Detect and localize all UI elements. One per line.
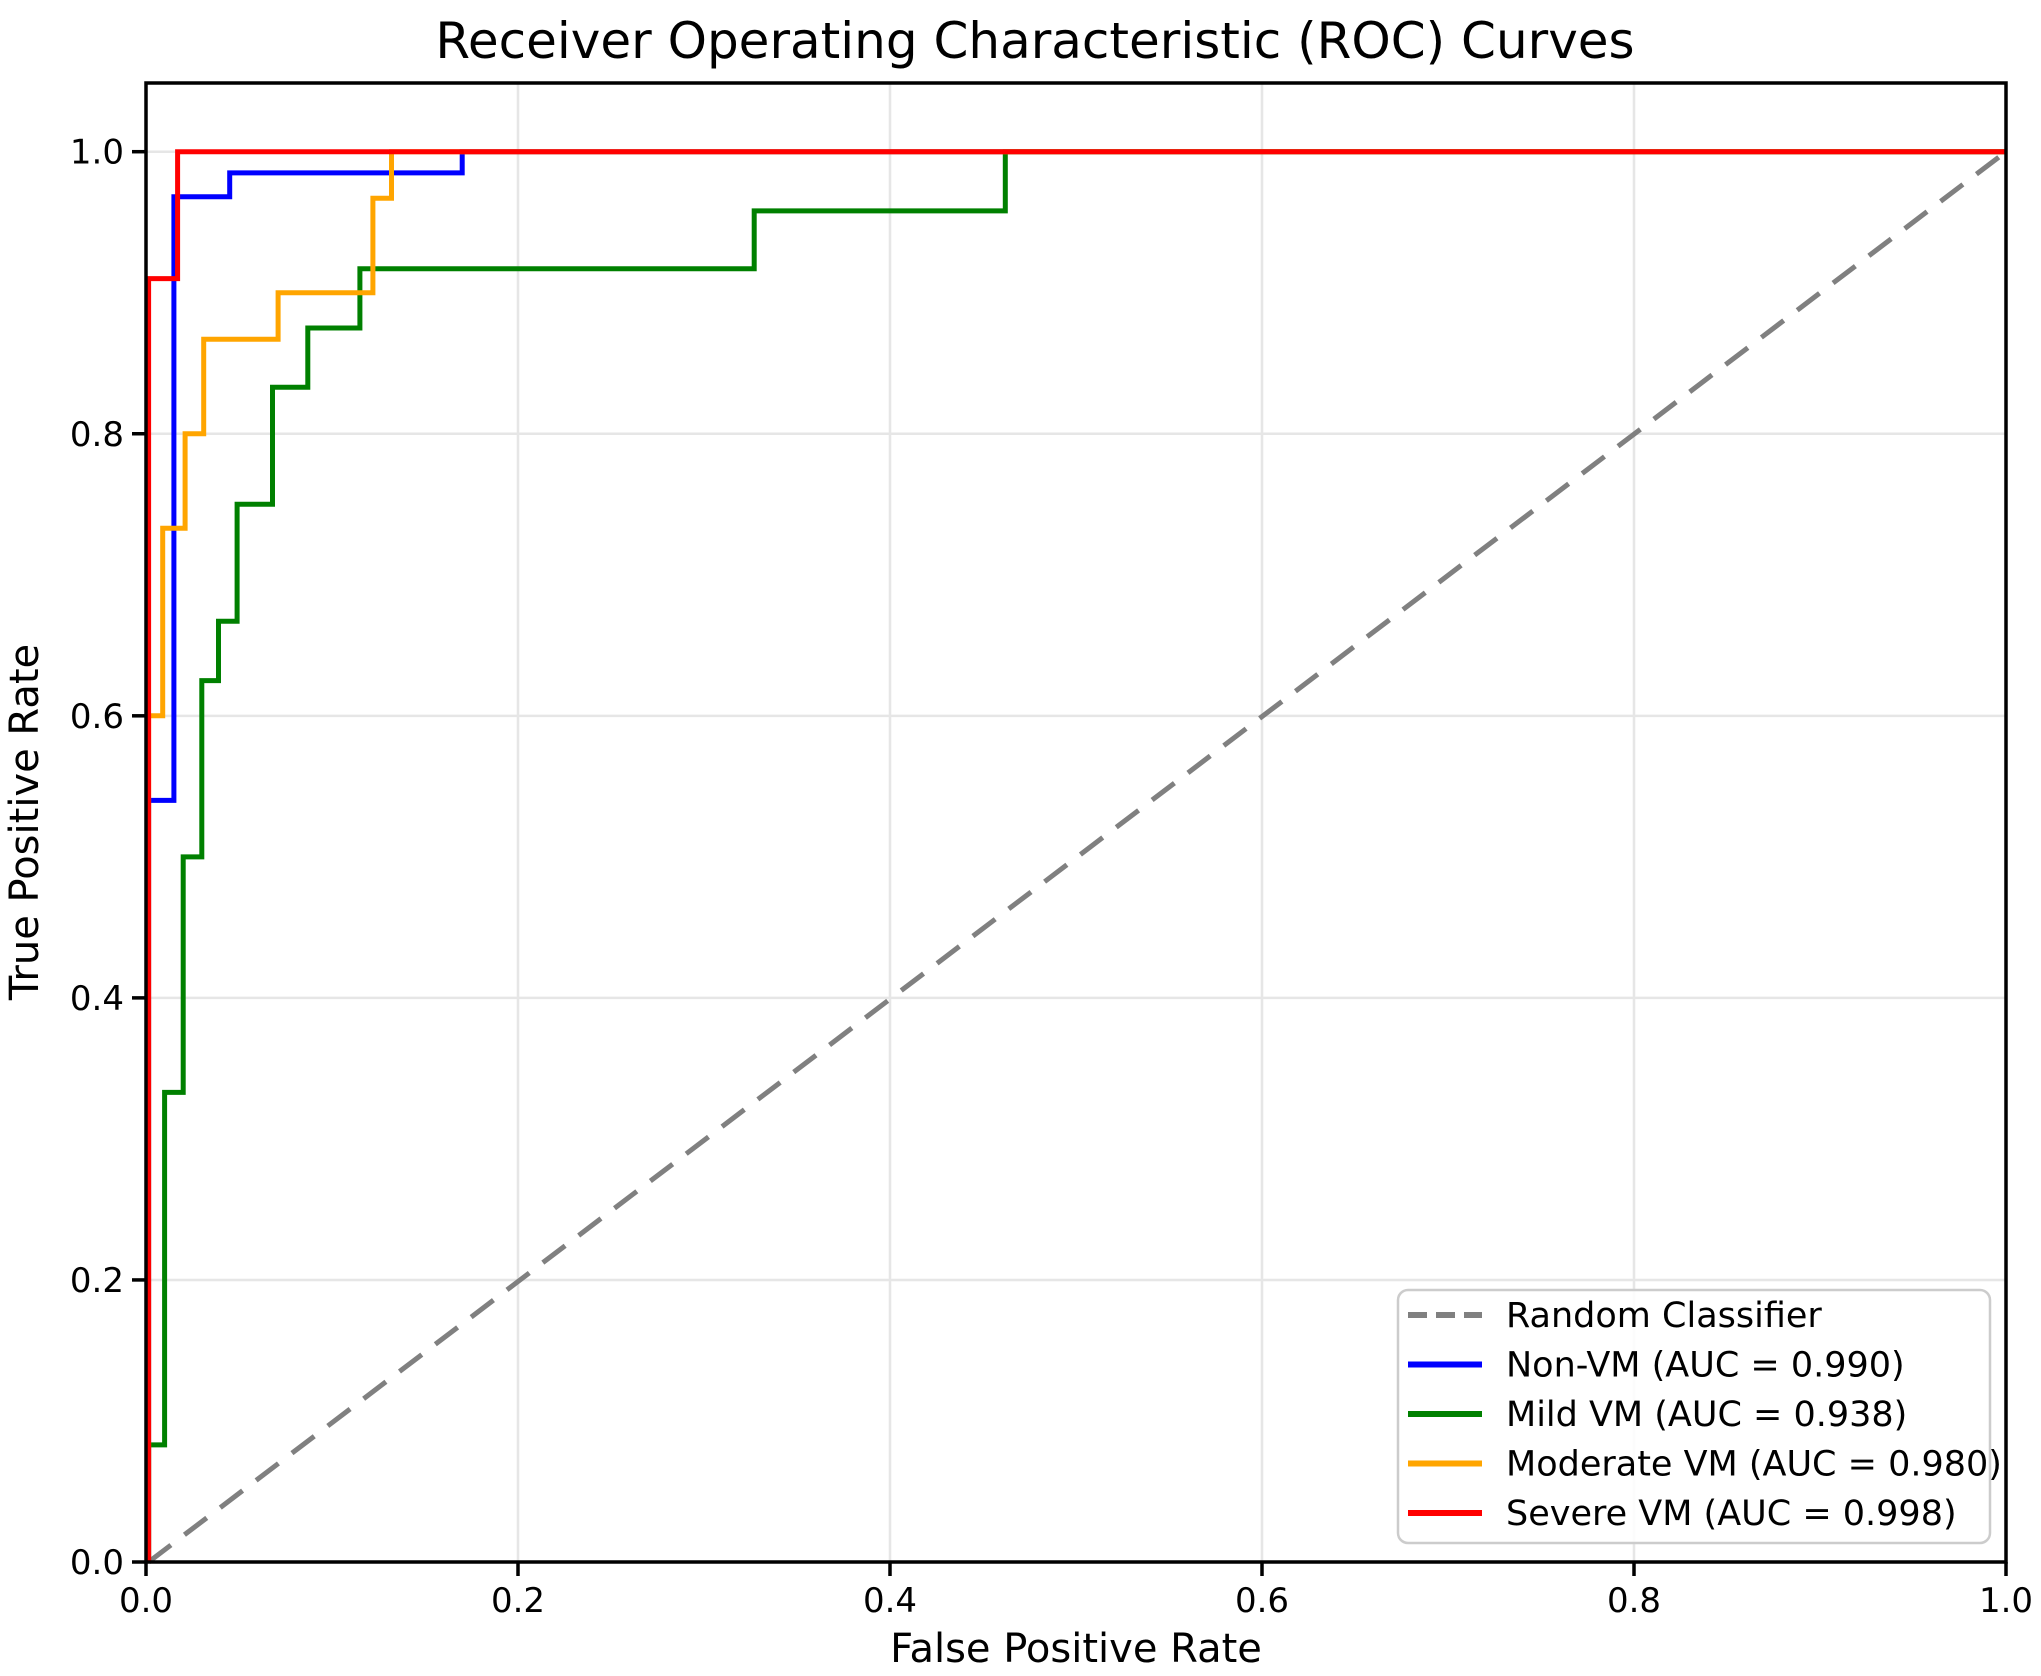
roc-curve-severe-vm-auc-0-998 <box>146 149 2006 1562</box>
roc-curve-moderate-vm-auc-0-980 <box>146 149 2006 1562</box>
y-tick-label-2: 0.4 <box>70 979 124 1019</box>
x-tick-label-0: 0.0 <box>119 1581 173 1621</box>
roc-curve-random-classifier <box>147 149 2008 1564</box>
x-tick-label-1: 0.2 <box>491 1581 545 1621</box>
legend-label-severe-vm: Severe VM (AUC = 0.998) <box>1506 1494 1957 1534</box>
axis-ticks: 0.00.0 0.2 0.2 0.4 0.4 0.6 0.6 0.8 0.8 1.0 1.0 <box>70 133 2033 1621</box>
legend-box <box>1396 1288 1992 1545</box>
chart-title: Receiver Operating Characteristic (ROC) … <box>435 12 1634 70</box>
y-tick-label-1: 0.2 <box>70 1261 124 1301</box>
legend-label-random-classifier: Random Classifier <box>1506 1296 1822 1336</box>
y-axis-label: True Positive Rate <box>2 644 48 1001</box>
x-tick-label-4: 0.8 <box>1607 1581 1661 1621</box>
axes-spines <box>144 81 2008 1564</box>
y-tick-label-0: 0.0 <box>70 1543 124 1583</box>
legend: Random Classifier Non-VM (AUC = 0.990) M… <box>1396 1288 2002 1545</box>
roc-curve-non-vm-auc-0-990 <box>146 149 2006 1562</box>
x-tick-label-5: 1.0 <box>1979 1581 2033 1621</box>
x-tick-label-3: 0.6 <box>1235 1581 1289 1621</box>
legend-entry-mild-vm: Mild VM (AUC = 0.938) <box>1408 1395 1907 1435</box>
y-tick-label-3: 0.6 <box>70 697 124 737</box>
legend-entry-non-vm: Non-VM (AUC = 0.990) <box>1408 1346 1905 1386</box>
y-tick-label-4: 0.8 <box>70 415 124 455</box>
x-tick-label-2: 0.4 <box>863 1581 917 1621</box>
legend-label-mild-vm: Mild VM (AUC = 0.938) <box>1506 1395 1907 1435</box>
roc-curve-mild-vm-auc-0-938 <box>146 149 2006 1562</box>
legend-label-moderate-vm: Moderate VM (AUC = 0.980) <box>1506 1445 2002 1485</box>
legend-entry-moderate-vm: Moderate VM (AUC = 0.980) <box>1408 1445 2002 1485</box>
x-axis-label: False Positive Rate <box>890 1626 1262 1672</box>
y-tick-label-5: 1.0 <box>70 133 124 173</box>
legend-entry-random-classifier: Random Classifier <box>1408 1296 1822 1336</box>
legend-label-non-vm: Non-VM (AUC = 0.990) <box>1506 1346 1905 1386</box>
roc-curves <box>146 149 2008 1564</box>
legend-entry-severe-vm: Severe VM (AUC = 0.998) <box>1408 1494 1957 1534</box>
